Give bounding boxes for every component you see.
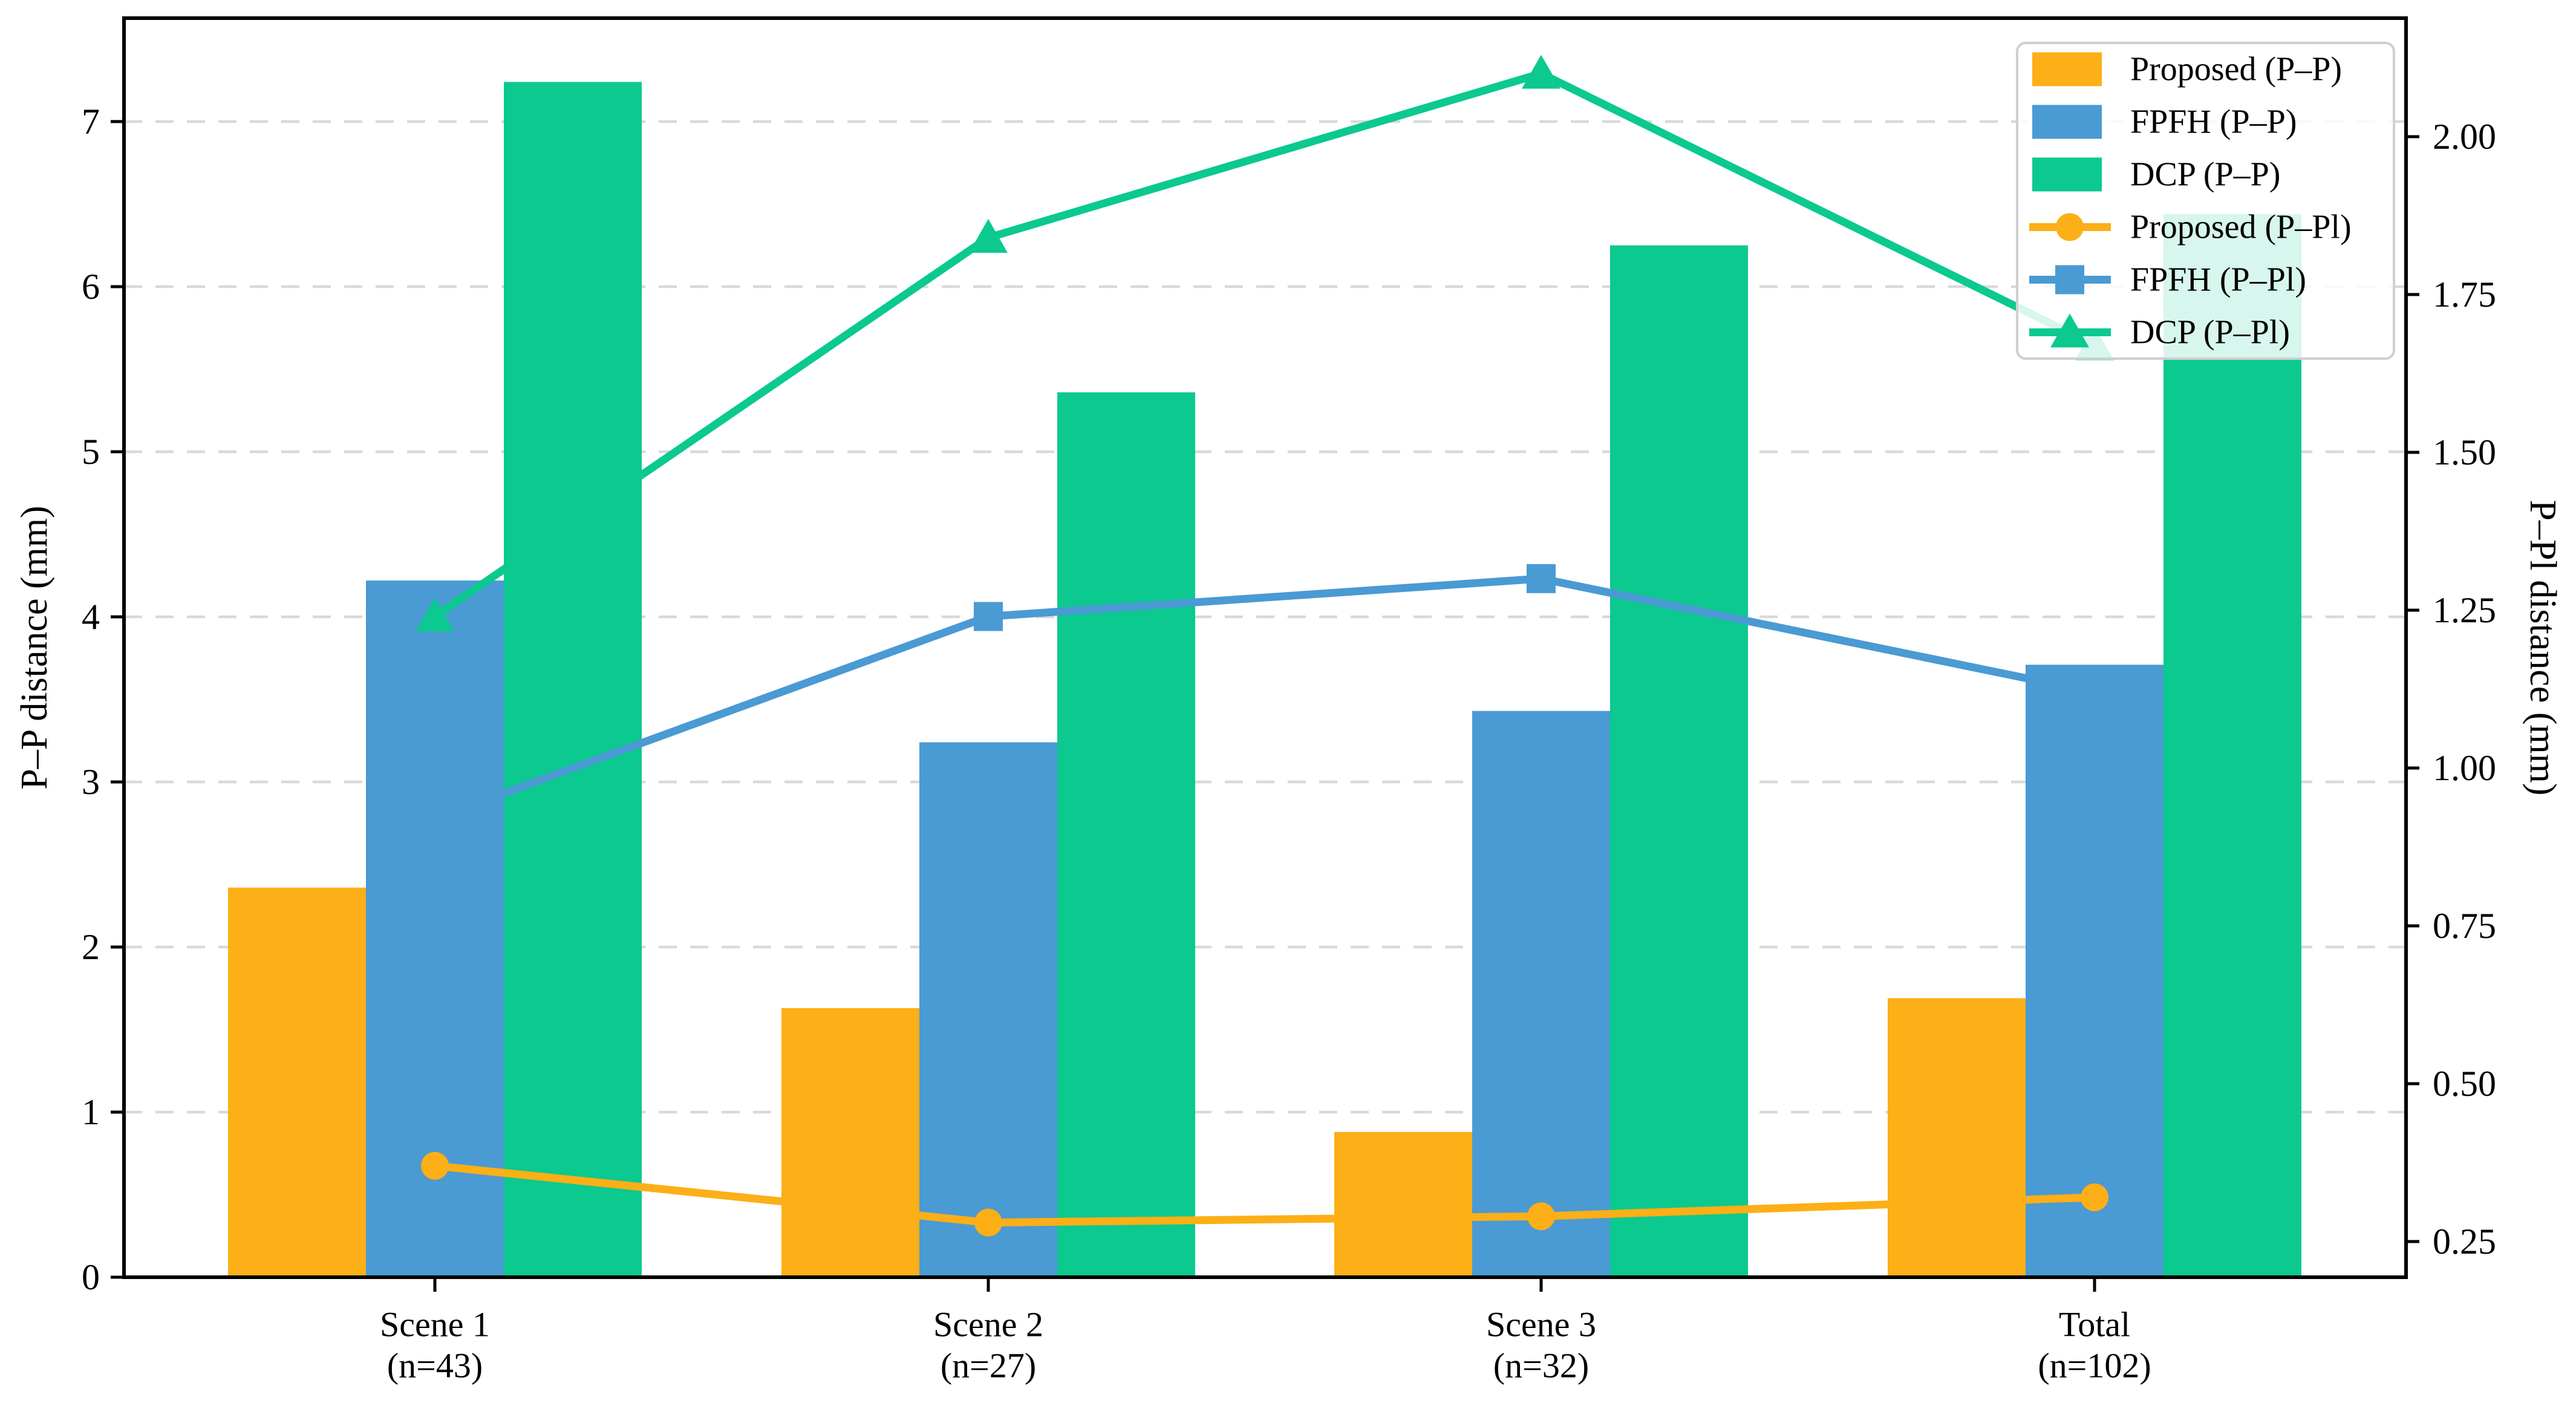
marker-fpfh-line-scene-1 (420, 804, 449, 833)
right-axis-tick-label: 0.25 (2433, 1222, 2496, 1261)
legend-marker-proposed-p-pl (2056, 213, 2084, 241)
bar-dcp-total (2164, 213, 2301, 1277)
marker-proposed-line-total (2081, 1183, 2108, 1211)
x-axis-count-label: (n=32) (1493, 1346, 1589, 1385)
left-axis-title: P–P distance (mm) (14, 506, 55, 790)
right-axis-tick-label: 0.75 (2433, 906, 2496, 946)
bar-fpfh-scene-3 (1472, 711, 1610, 1277)
plot-frame (122, 16, 2408, 1279)
left-axis-tick-label: 7 (82, 102, 100, 142)
bar-dcp-scene-1 (504, 82, 642, 1278)
marker-proposed-line-scene-3 (1527, 1202, 1555, 1231)
marker-fpfh-line-scene-2 (974, 602, 1003, 631)
marker-fpfh-line-scene-3 (1527, 564, 1556, 593)
right-axis-tick-label: 0.50 (2433, 1064, 2496, 1104)
x-axis-category-label: Total (2059, 1305, 2130, 1344)
x-axis-count-label: (n=43) (387, 1346, 483, 1385)
legend-label-dcp-p-p: DCP (P–P) (2130, 156, 2280, 194)
bar-dcp-scene-3 (1610, 245, 1748, 1277)
legend-swatch-dcp-p-p (2032, 157, 2102, 192)
legend-label-fpfh-p-p: FPFH (P–P) (2130, 103, 2297, 141)
bar-fpfh-scene-2 (919, 742, 1057, 1277)
marker-dcp-line-scene-3 (1522, 54, 1560, 89)
bar-proposed-scene-3 (1334, 1131, 1472, 1277)
legend-marker-fpfh-p-pl (2055, 265, 2084, 295)
left-axis-tick-label: 0 (82, 1257, 100, 1297)
bar-proposed-scene-1 (228, 887, 366, 1277)
right-axis-tick-label: 1.25 (2433, 590, 2496, 630)
line-fpfh-line (431, 575, 2099, 823)
legend-label-fpfh-p-pl: FPFH (P–Pl) (2130, 261, 2306, 299)
left-axis-tick-label: 6 (82, 267, 100, 307)
bar-dcp-scene-2 (1057, 392, 1195, 1277)
marker-proposed-line-scene-2 (974, 1208, 1002, 1237)
right-axis-tick-label: 2.00 (2433, 117, 2496, 157)
bar-proposed-scene-2 (781, 1008, 919, 1277)
left-axis-tick-label: 3 (82, 762, 100, 802)
marker-dcp-line-scene-1 (416, 597, 454, 632)
legend-label-dcp-p-pl: DCP (P–Pl) (2130, 314, 2290, 351)
bar-proposed-total (1888, 998, 2026, 1277)
legend-swatch-proposed-p-p (2032, 52, 2102, 86)
legend-label-proposed-p-p: Proposed (P–P) (2130, 51, 2342, 88)
right-axis-tick-label: 1.75 (2433, 275, 2496, 314)
legend-label-proposed-p-pl: Proposed (P–Pl) (2130, 209, 2352, 246)
left-axis-tick-label: 4 (82, 597, 100, 637)
line-proposed-line (431, 1162, 2099, 1227)
legend-box (2016, 42, 2395, 360)
right-axis-tick-label: 1.00 (2433, 748, 2496, 788)
x-axis-count-label: (n=27) (941, 1346, 1036, 1385)
marker-dcp-line-scene-2 (969, 219, 1008, 253)
right-axis-tick-label: 1.50 (2433, 432, 2496, 472)
legend-marker-dcp-p-pl (2050, 313, 2089, 348)
x-axis-category-label: Scene 3 (1486, 1305, 1596, 1344)
line-dcp-line (431, 70, 2099, 620)
left-axis-tick-label: 2 (82, 927, 100, 967)
bar-fpfh-total (2026, 665, 2164, 1277)
x-axis-count-label: (n=102) (2038, 1346, 2151, 1385)
right-axis-title: P–Pl distance (mm) (2522, 500, 2563, 796)
marker-proposed-line-scene-1 (421, 1151, 449, 1180)
left-axis-tick-label: 1 (82, 1092, 100, 1132)
marker-fpfh-line-total (2080, 677, 2109, 707)
x-axis-category-label: Scene 1 (380, 1305, 490, 1344)
left-axis-tick-label: 5 (82, 432, 100, 472)
legend-swatch-fpfh-p-p (2032, 105, 2102, 139)
x-axis-category-label: Scene 2 (933, 1305, 1043, 1344)
